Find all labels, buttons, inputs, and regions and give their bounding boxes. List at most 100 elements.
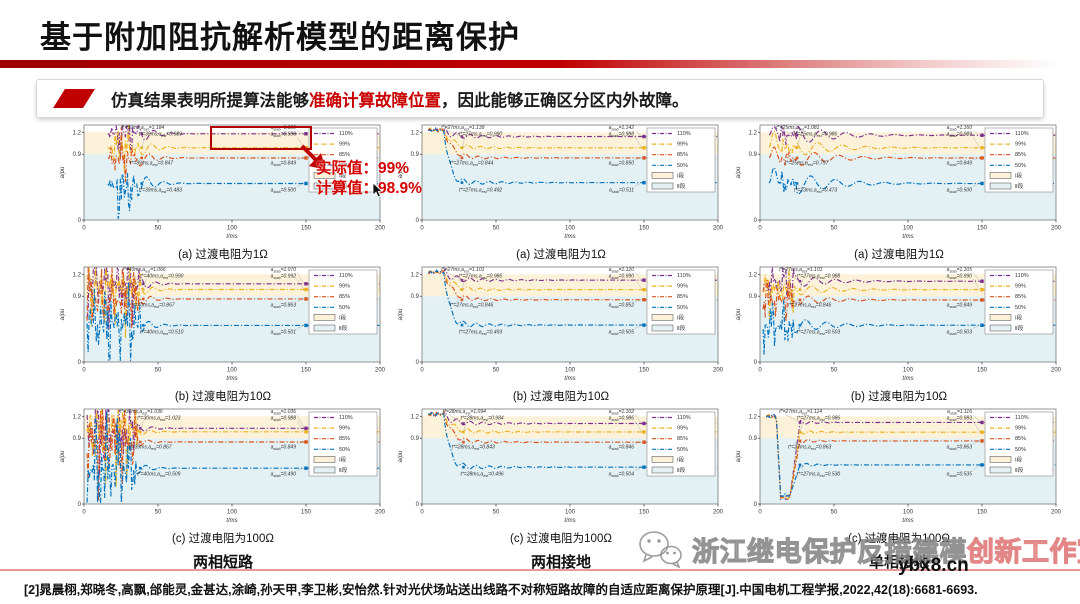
svg-text:110%: 110% <box>1015 415 1029 421</box>
svg-text:Ⅰ段: Ⅰ段 <box>677 171 685 179</box>
svg-text:t*=39ms,aest=1.184: t*=39ms,aest=1.184 <box>121 125 164 131</box>
svg-text:1.2: 1.2 <box>73 272 82 278</box>
svg-text:astab=0.505: astab=0.505 <box>609 330 635 336</box>
svg-text:85%: 85% <box>339 436 350 442</box>
svg-text:Ⅰ段: Ⅰ段 <box>1015 313 1023 321</box>
svg-text:astab=0.849: astab=0.849 <box>271 161 297 167</box>
svg-text:0: 0 <box>82 226 86 232</box>
svg-text:t*=27ms,aest=0.863: t*=27ms,aest=0.863 <box>788 445 831 451</box>
chart-caption: (a) 过渡电阻为1Ω <box>516 249 606 261</box>
svg-text:50: 50 <box>831 368 838 374</box>
svg-text:t*=25ms,aest=0.797: t*=25ms,aest=0.797 <box>785 161 828 167</box>
plot-svg: 0 0.9 1.2 0 50 100 150 200 t/ms a/pu t*=40ms,aest=… <box>60 266 386 382</box>
svg-text:110%: 110% <box>677 415 691 421</box>
svg-text:astab=0.989: astab=0.989 <box>947 132 973 138</box>
chart-单相接地-1: 0 0.9 1.2 0 50 100 150 200 t/ms a/pu t*=25ms,aest=… <box>734 122 1064 262</box>
svg-text:1.2: 1.2 <box>411 130 420 136</box>
svg-text:0: 0 <box>420 510 424 516</box>
svg-text:t*=27ms,aest=0.846: t*=27ms,aest=0.846 <box>450 303 493 309</box>
svg-text:t*=27ms,aest=0.986: t*=27ms,aest=0.986 <box>459 274 502 280</box>
svg-text:0.9: 0.9 <box>411 436 420 442</box>
svg-text:100: 100 <box>565 510 576 516</box>
svg-text:200: 200 <box>1051 368 1062 374</box>
wechat-icon <box>639 531 682 569</box>
svg-text:150: 150 <box>977 226 988 232</box>
svg-text:150: 150 <box>639 226 650 232</box>
chart-legend: 110% 99% 85% 50% Ⅰ段 Ⅱ段 <box>984 411 1054 477</box>
svg-text:100: 100 <box>227 510 238 516</box>
svg-text:85%: 85% <box>339 294 350 300</box>
svg-text:200: 200 <box>713 226 724 232</box>
svg-text:99%: 99% <box>677 284 688 290</box>
series-50% <box>768 167 1056 195</box>
svg-text:Ⅱ段: Ⅱ段 <box>1015 466 1024 474</box>
svg-text:50: 50 <box>493 226 500 232</box>
svg-text:110%: 110% <box>677 131 691 137</box>
callout-prefix: 仿真结果表明所提算法能够 <box>111 91 309 110</box>
svg-text:200: 200 <box>1051 510 1062 516</box>
plot-svg: 0 0.9 1.2 0 50 100 150 200 t/ms a/pu t*=25ms,aest=… <box>736 124 1062 240</box>
svg-text:t*=27ms,aest=0.986: t*=27ms,aest=0.986 <box>797 416 840 422</box>
chart-两相短路-3: 0 0.9 1.2 0 50 100 150 200 t/ms a/pu t*=30ms,aest=… <box>58 406 388 546</box>
svg-text:0: 0 <box>758 226 762 232</box>
svg-text:0.9: 0.9 <box>73 294 82 300</box>
svg-text:0: 0 <box>754 502 758 508</box>
svg-text:0.9: 0.9 <box>749 436 758 442</box>
svg-text:1.2: 1.2 <box>749 414 758 420</box>
svg-text:110%: 110% <box>677 273 691 279</box>
chart-caption: (c) 过渡电阻为100Ω <box>848 533 950 545</box>
chart-column-2: 0 0.9 1.2 0 50 100 150 200 t/ms a/pu t*=27ms,aest=… <box>396 122 726 572</box>
watermark-text-pink: 创新工作室 <box>966 536 1080 567</box>
svg-text:110%: 110% <box>339 415 353 421</box>
svg-text:0.9: 0.9 <box>73 152 82 158</box>
axis-y-label: a/pu <box>398 166 404 178</box>
svg-text:t*=27ms,aest=0.493: t*=27ms,aest=0.493 <box>459 330 502 336</box>
svg-text:Ⅱ段: Ⅱ段 <box>677 466 686 474</box>
svg-text:99%: 99% <box>1015 426 1026 432</box>
axis-y-label: a/pu <box>736 308 742 320</box>
svg-text:t*=23ms,aest=0.473: t*=23ms,aest=0.473 <box>794 188 837 194</box>
svg-text:t*=39ms,aest=0.847: t*=39ms,aest=0.847 <box>130 161 173 167</box>
svg-text:Ⅱ段: Ⅱ段 <box>339 182 348 190</box>
svg-text:85%: 85% <box>677 152 688 158</box>
chart-legend: 110% 99% 85% 50% Ⅰ段 Ⅱ段 <box>984 269 1054 335</box>
chart-单相接地-2: 0 0.9 1.2 0 50 100 150 200 t/ms a/pu t*=27ms,aest=… <box>734 264 1064 404</box>
svg-text:1.2: 1.2 <box>749 272 758 278</box>
svg-text:t*=27ms,aest=0.988: t*=27ms,aest=0.988 <box>797 274 840 280</box>
chart-legend: 110% 99% 85% 50% Ⅰ段 Ⅱ段 <box>646 269 716 335</box>
chart-legend: 110% 99% 85% 50% Ⅰ段 Ⅱ段 <box>646 127 716 193</box>
svg-text:Ⅰ段: Ⅰ段 <box>1015 171 1023 179</box>
svg-text:50%: 50% <box>1015 447 1026 453</box>
svg-text:0: 0 <box>420 368 424 374</box>
svg-text:50%: 50% <box>677 305 688 311</box>
chart-column-1: 0 0.9 1.2 0 50 100 150 200 t/ms a/pu t*=39ms,aest=… <box>58 122 388 572</box>
svg-text:150: 150 <box>301 368 312 374</box>
svg-text:0: 0 <box>78 360 82 366</box>
svg-text:Ⅰ段: Ⅰ段 <box>677 455 685 463</box>
svg-text:1.2: 1.2 <box>411 272 420 278</box>
svg-text:99%: 99% <box>339 426 350 432</box>
svg-text:50: 50 <box>155 226 162 232</box>
svg-text:100: 100 <box>227 226 238 232</box>
callout-highlight: 准确计算故障位置 <box>309 91 441 110</box>
svg-text:Ⅱ段: Ⅱ段 <box>1015 324 1024 332</box>
watermark: 浙江继电保护反措建模创新工作室 <box>636 528 1080 570</box>
svg-text:astab=1.070: astab=1.070 <box>271 267 297 273</box>
svg-text:Ⅰ段: Ⅰ段 <box>1015 455 1023 463</box>
series-50% <box>107 172 380 220</box>
svg-text:astab=1.160: astab=1.160 <box>947 125 973 131</box>
svg-text:astab=0.850: astab=0.850 <box>609 161 635 167</box>
series-110% <box>766 413 1056 501</box>
svg-text:Ⅱ段: Ⅱ段 <box>677 324 686 332</box>
reference-text: [2]晁晨栩,郑晓冬,高飘,邰能灵,金甚达,涂崎,孙天甲,李卫彬,安怡然.针对光… <box>24 583 978 597</box>
svg-text:85%: 85% <box>1015 436 1026 442</box>
plot-svg: 0 0.9 1.2 0 50 100 150 200 t/ms a/pu t*=30ms,aest=… <box>60 408 386 524</box>
svg-text:50: 50 <box>155 368 162 374</box>
svg-text:astab=1.116: astab=1.116 <box>947 409 972 415</box>
page-title: 基于附加阻抗解析模型的距离保护 <box>40 20 520 55</box>
svg-text:astab=0.535: astab=0.535 <box>947 472 973 478</box>
svg-text:150: 150 <box>301 510 312 516</box>
svg-text:astab=0.500: astab=0.500 <box>947 188 973 194</box>
svg-text:astab=0.490: astab=0.490 <box>271 472 297 478</box>
svg-text:150: 150 <box>301 226 312 232</box>
